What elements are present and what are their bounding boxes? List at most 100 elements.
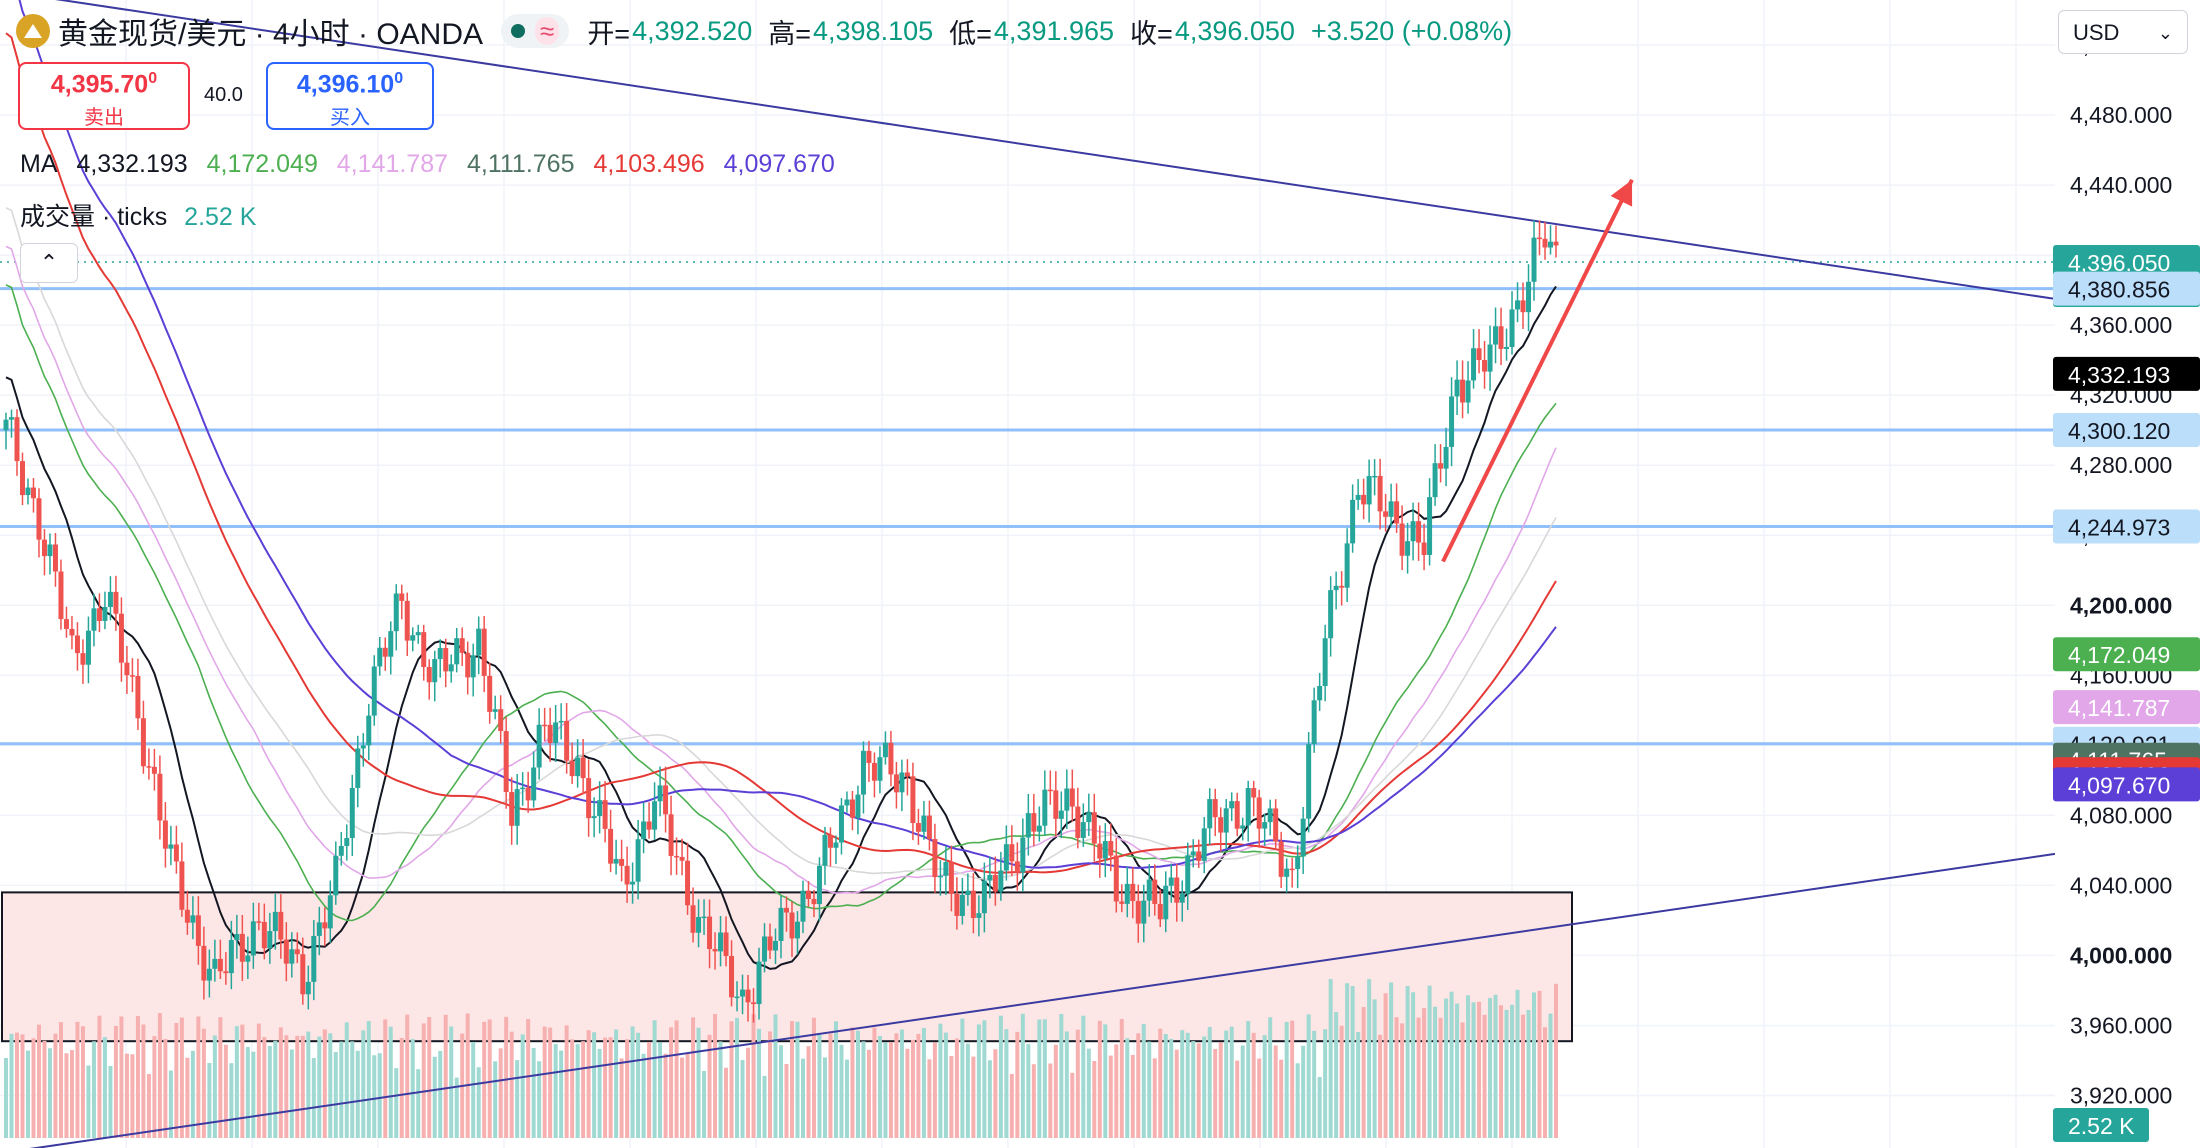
candle-body [833, 842, 839, 848]
collapse-legend-button[interactable]: ⌃ [20, 243, 78, 283]
candle-body [1064, 788, 1070, 811]
candle-body [437, 648, 443, 660]
candle-body [283, 939, 289, 964]
candle-body [1223, 808, 1229, 833]
candle-body [476, 628, 482, 656]
buy-button[interactable]: 4,396.100 买入 [266, 62, 434, 130]
trend-arrow[interactable] [1441, 178, 1634, 563]
volume-bar [1053, 1044, 1058, 1138]
trendline-0[interactable] [0, 0, 2056, 300]
candle-body [959, 894, 965, 916]
volume-bar [811, 1017, 816, 1138]
candle-body [393, 593, 399, 632]
candle-body [531, 767, 537, 801]
volume-bar [581, 1041, 586, 1138]
y-tick-label: 4,280.000 [2070, 452, 2172, 478]
candle-body [943, 862, 949, 876]
candlesticks [3, 220, 1559, 1023]
candle-body [151, 766, 157, 774]
volume-bar [124, 1053, 129, 1138]
symbol-title[interactable]: 黄金现货/美元 · 4小时 · OANDA [58, 18, 484, 51]
candle-body [245, 955, 251, 962]
volume-bar [168, 1070, 173, 1138]
candle-body [1460, 379, 1466, 403]
volume-bar [212, 1035, 217, 1138]
candle-body [1350, 499, 1356, 544]
volume-bar [1328, 979, 1333, 1138]
volume-bar [1273, 1045, 1278, 1138]
candle-body [773, 940, 779, 951]
sell-button[interactable]: 4,395.700 卖出 [18, 62, 190, 130]
arrow-shaft[interactable] [1441, 178, 1634, 563]
volume-bar [1246, 1021, 1251, 1138]
volume-bar [201, 1028, 206, 1138]
candle-body [652, 801, 658, 830]
volume-bar [1026, 1044, 1031, 1138]
candle-body [976, 913, 982, 918]
volume-legend[interactable]: 成交量 · ticks 2.52 K [20, 197, 256, 233]
candle-body [1091, 812, 1097, 844]
candle-body [399, 593, 405, 601]
volume-bar [833, 1021, 838, 1138]
candle-body [679, 856, 685, 861]
candle-body [1075, 806, 1081, 838]
candle-body [915, 823, 921, 832]
candle-body [855, 794, 861, 818]
candle-body [696, 916, 702, 933]
candle-body [569, 760, 575, 777]
candle-body [1471, 348, 1477, 381]
market-status-pill[interactable]: ≈ [501, 14, 570, 48]
volume-bar [185, 1057, 190, 1138]
volume-bar [669, 1027, 674, 1138]
volume-bar [1543, 1027, 1548, 1138]
volume-bar [696, 1027, 701, 1138]
price-label-text: 4,300.120 [2068, 418, 2170, 444]
volume-bar [399, 1037, 404, 1138]
candle-body [173, 844, 179, 862]
volume-bar [828, 1033, 833, 1138]
volume-bar [174, 1022, 179, 1138]
candle-body [1399, 523, 1405, 556]
candle-body [800, 890, 806, 922]
candle-body [668, 814, 674, 856]
volume-bar [960, 1018, 965, 1138]
currency-selector[interactable]: USD ⌄ [2058, 10, 2188, 54]
trend-lines[interactable] [0, 0, 2056, 1148]
volume-bar [938, 1023, 943, 1138]
candle-body [1201, 828, 1207, 861]
candle-body [778, 907, 784, 941]
volume-bar [773, 1014, 778, 1138]
candle-body [300, 954, 306, 995]
volume-bar [998, 1015, 1003, 1138]
volume-bar [1455, 1003, 1460, 1138]
volume-bar [1284, 1021, 1289, 1138]
ma-legend[interactable]: MA 4,332.193 4,172.049 4,141.787 4,111.7… [20, 150, 847, 179]
volume-bar [570, 1039, 575, 1138]
candle-body [289, 949, 295, 964]
volume-bar [366, 1021, 371, 1138]
volume-bar [207, 1062, 212, 1138]
candle-body [305, 981, 311, 995]
volume-bar [1141, 1023, 1146, 1138]
candle-body [745, 989, 751, 1003]
chevron-up-icon: ⌃ [39, 250, 59, 275]
candle-body [1119, 901, 1125, 904]
volume-bar [971, 1056, 976, 1138]
horizontal-lines[interactable] [0, 261, 2055, 746]
candle-body [250, 921, 256, 956]
volume-bar [405, 1014, 410, 1138]
trendline-1[interactable] [0, 852, 2056, 1148]
candle-body [1454, 379, 1460, 397]
volume-bar [943, 1032, 948, 1138]
volume-bar [317, 1036, 322, 1138]
candle-body [1333, 585, 1339, 591]
candle-body [184, 909, 190, 923]
volume-bar [1339, 1025, 1344, 1138]
candle-body [558, 720, 564, 723]
price-label-box [2053, 690, 2200, 725]
volume-bar [1471, 1002, 1476, 1138]
volume-bar [69, 1050, 74, 1138]
candle-body [1493, 326, 1499, 345]
price-axis[interactable]: 4,520.0004,480.0004,440.0004,400.0004,36… [2055, 0, 2202, 1148]
